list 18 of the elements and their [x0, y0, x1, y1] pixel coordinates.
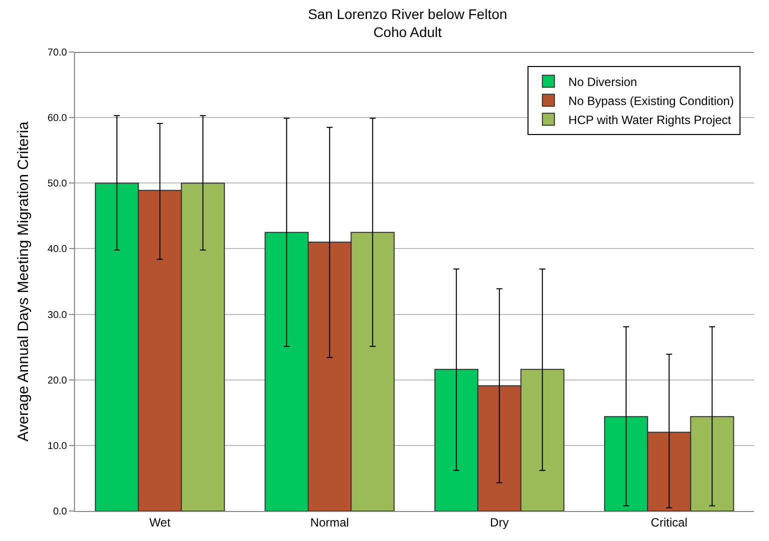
chart-title: San Lorenzo River below Felton	[308, 6, 508, 22]
x-tick-label: Dry	[490, 515, 509, 530]
chart-subtitle: Coho Adult	[373, 24, 442, 40]
y-tick-label: 30.0	[48, 310, 68, 321]
x-tick-label: Critical	[650, 515, 688, 530]
y-tick-label: 0.0	[53, 506, 68, 518]
y-tick-label: 20.0	[48, 375, 68, 386]
y-axis-title: Average Annual Days Meeting Migration Criteria	[14, 120, 32, 442]
legend-label: No Bypass (Existing Condition)	[568, 94, 734, 108]
y-tick-label: 70.0	[48, 48, 68, 58]
y-tick-label: 10.0	[48, 440, 68, 452]
y-tick-label: 60.0	[48, 113, 68, 124]
x-tick-label: Normal	[310, 515, 349, 530]
legend-label: No Diversion	[568, 74, 638, 89]
x-tick-label: Wet	[149, 515, 172, 530]
y-tick-label: 50.0	[48, 178, 68, 190]
y-tick-label: 40.0	[48, 244, 68, 256]
legend-label: HCP with Water Rights Project	[568, 112, 732, 127]
